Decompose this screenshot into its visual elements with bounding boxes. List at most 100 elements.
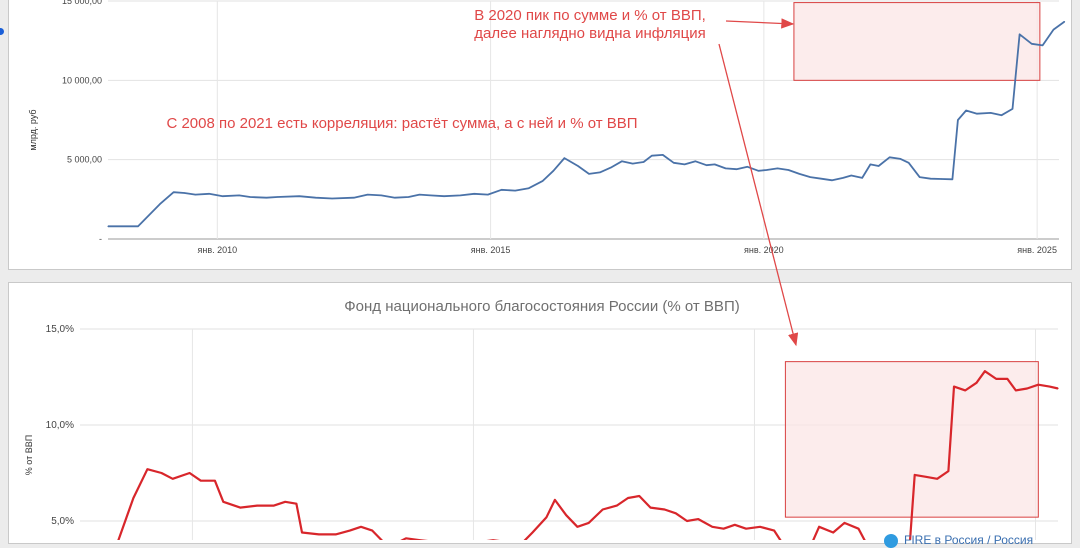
- data-point: [301, 532, 302, 533]
- circle-logo-icon: [884, 534, 898, 548]
- data-point: [889, 157, 890, 158]
- data-point: [542, 180, 543, 181]
- y-tick-label: 5,0%: [51, 516, 74, 527]
- data-point: [532, 532, 533, 533]
- data-point: [952, 179, 953, 180]
- bottom-y-axis: 5,0%10,0%15,0%: [46, 324, 74, 527]
- data-point: [239, 195, 240, 196]
- data-point: [745, 528, 746, 529]
- data-point: [919, 177, 920, 178]
- data-point: [976, 382, 977, 383]
- data-point: [137, 226, 138, 227]
- data-point: [662, 154, 663, 155]
- data-point: [318, 534, 319, 535]
- data-point: [675, 513, 676, 514]
- data-point: [256, 505, 257, 506]
- data-point: [643, 161, 644, 162]
- data-point: [405, 538, 406, 539]
- data-point: [214, 480, 215, 481]
- data-point: [664, 509, 665, 510]
- data-point: [566, 515, 567, 516]
- data-point: [712, 526, 713, 527]
- data-point: [588, 522, 589, 523]
- data-point: [266, 197, 267, 198]
- data-point: [843, 177, 844, 178]
- data-point: [819, 526, 820, 527]
- data-point: [747, 166, 748, 167]
- data-point: [353, 197, 354, 198]
- data-point: [734, 524, 735, 525]
- data-point: [714, 164, 715, 165]
- data-point: [599, 172, 600, 173]
- data-point: [1001, 115, 1002, 116]
- data-point: [296, 503, 297, 504]
- data-point: [1053, 29, 1054, 30]
- data-point: [1038, 384, 1039, 385]
- data-point: [367, 194, 368, 195]
- data-point: [723, 528, 724, 529]
- y-tick-label: 5 000,00: [67, 155, 102, 165]
- data-point: [965, 110, 966, 111]
- data-point: [184, 192, 185, 193]
- data-point: [487, 194, 488, 195]
- data-point: [851, 175, 852, 176]
- y-tick-label: -: [99, 234, 102, 244]
- data-point: [976, 113, 977, 114]
- data-point: [1042, 45, 1043, 46]
- data-point: [1049, 386, 1050, 387]
- data-point: [195, 194, 196, 195]
- data-point: [686, 520, 687, 521]
- data-point: [965, 390, 966, 391]
- data-point: [349, 530, 350, 531]
- data-point: [1026, 388, 1027, 389]
- data-point: [577, 526, 578, 527]
- x-tick-label: янв. 2010: [197, 245, 237, 255]
- data-point: [501, 189, 502, 190]
- data-point: [335, 534, 336, 535]
- data-point: [1019, 34, 1020, 35]
- data-point: [821, 178, 822, 179]
- data-point: [937, 478, 938, 479]
- data-point: [760, 526, 761, 527]
- top-highlight-box: [794, 3, 1040, 81]
- data-point: [360, 526, 361, 527]
- data-point: [1064, 21, 1065, 22]
- data-point: [908, 162, 909, 163]
- data-point: [810, 177, 811, 178]
- data-point: [941, 178, 942, 179]
- x-tick-label: янв. 2025: [1017, 245, 1057, 255]
- data-point: [444, 196, 445, 197]
- data-point: [528, 188, 529, 189]
- data-point: [133, 497, 134, 498]
- data-point: [381, 195, 382, 196]
- data-point: [632, 163, 633, 164]
- bottom-chart-title: Фонд национального благосостояния России…: [344, 298, 739, 315]
- data-point: [173, 192, 174, 193]
- data-point: [408, 196, 409, 197]
- x-tick-label: янв. 2015: [471, 245, 511, 255]
- data-point: [189, 472, 190, 473]
- bottom-y-axis-label: % от ВВП: [24, 435, 34, 475]
- data-point: [616, 505, 617, 506]
- data-point: [546, 517, 547, 518]
- data-point: [627, 497, 628, 498]
- data-point: [1007, 378, 1008, 379]
- data-point: [602, 509, 603, 510]
- data-point: [844, 522, 845, 523]
- correlation-annotation: С 2008 по 2021 есть корреляция: растёт с…: [166, 115, 637, 132]
- data-point: [159, 203, 160, 204]
- data-point: [209, 193, 210, 194]
- data-point: [925, 476, 926, 477]
- data-point: [315, 197, 316, 198]
- data-point: [147, 469, 148, 470]
- data-point: [1057, 388, 1058, 389]
- data-point: [172, 478, 173, 479]
- data-point: [957, 119, 958, 120]
- data-point: [222, 196, 223, 197]
- data-point: [240, 507, 241, 508]
- data-point: [953, 386, 954, 387]
- data-point: [900, 158, 901, 159]
- data-point: [610, 167, 611, 168]
- data-point: [858, 528, 859, 529]
